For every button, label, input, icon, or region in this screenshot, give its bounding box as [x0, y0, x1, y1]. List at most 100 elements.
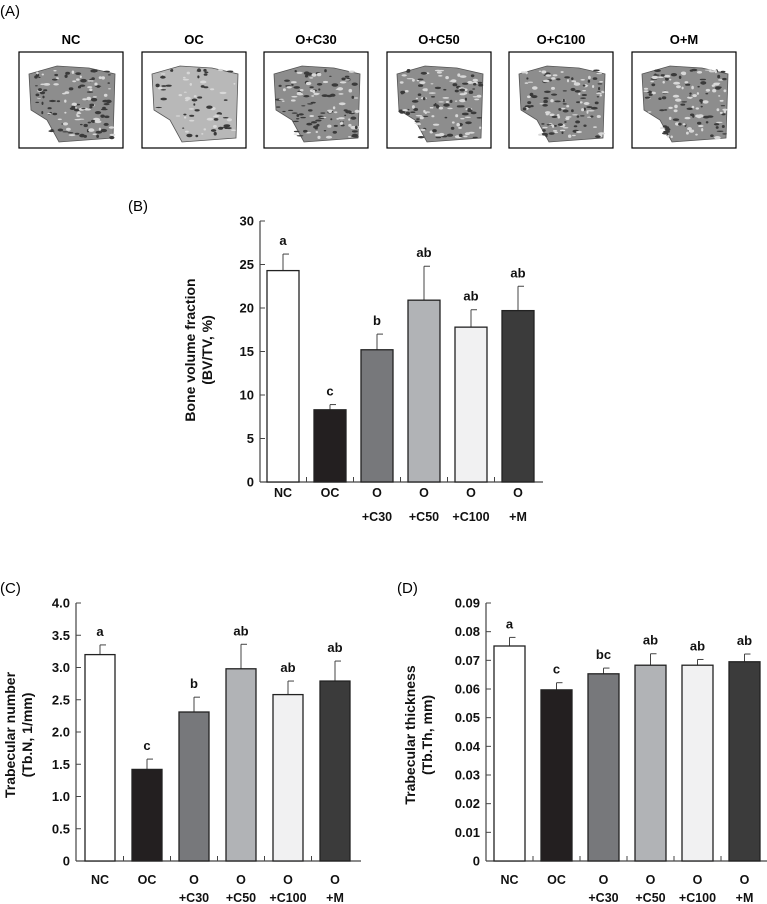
trabecula — [564, 121, 567, 123]
trabecula — [476, 117, 482, 119]
trabecula — [276, 106, 281, 108]
trabecula — [76, 78, 80, 81]
trabecula — [68, 134, 76, 137]
trabecula — [598, 132, 605, 135]
trabecula — [681, 101, 688, 103]
trabecula — [690, 113, 695, 117]
trabecula — [351, 130, 358, 133]
trabecula — [575, 120, 581, 124]
significance-label: bc — [596, 647, 611, 662]
trabecula — [432, 129, 437, 133]
trabecula — [95, 69, 98, 72]
trabecula — [564, 76, 570, 79]
significance-label: a — [506, 616, 514, 631]
group-title: OC — [184, 32, 204, 47]
trabecula — [662, 125, 668, 128]
trabecula — [723, 109, 727, 114]
trabecula — [402, 109, 408, 112]
y-tick-label: 5 — [247, 431, 254, 446]
trabecula — [562, 103, 567, 105]
trabecula — [292, 120, 299, 123]
trabecula — [520, 71, 526, 74]
trabecula — [197, 75, 200, 79]
trabecula — [96, 134, 99, 138]
trabecula — [568, 134, 572, 138]
x-tick-label-line2: +C100 — [452, 510, 489, 524]
trabecula — [35, 93, 40, 97]
trabecula — [351, 133, 358, 137]
bar — [360, 349, 394, 483]
trabecula — [532, 86, 538, 90]
trabecula — [338, 117, 345, 120]
trabecula — [87, 121, 92, 124]
trabecula — [311, 95, 315, 97]
trabecula — [658, 97, 662, 100]
trabecula — [171, 69, 174, 72]
x-tick-label-line2: +C30 — [362, 510, 392, 524]
trabecula — [293, 133, 298, 135]
trabecula — [451, 121, 455, 124]
trabecula — [454, 89, 459, 93]
trabecula — [678, 75, 682, 80]
trabecula — [695, 133, 698, 136]
trabecula — [51, 78, 58, 81]
trabecula — [311, 73, 317, 77]
bar — [319, 680, 351, 862]
trabecula — [56, 100, 61, 103]
trabecula — [35, 101, 40, 104]
trabecula — [596, 92, 602, 95]
trabecula — [596, 96, 600, 98]
trabecula — [416, 118, 420, 120]
trabecula — [189, 114, 195, 117]
trabecula — [296, 71, 303, 74]
trabecula — [443, 88, 447, 91]
y-tick-label: 20 — [240, 301, 254, 316]
trabecula — [317, 135, 321, 139]
y-axis-title-line: Bone volume fraction — [182, 278, 198, 421]
trabecula — [697, 85, 700, 88]
trabecula — [582, 84, 586, 87]
trabecula — [461, 112, 469, 116]
trabecula — [670, 73, 678, 77]
bar — [407, 299, 441, 483]
trabecula — [468, 90, 474, 94]
trabecula — [184, 96, 191, 100]
trabecula — [213, 118, 219, 121]
trabecula — [193, 95, 197, 98]
trabecula — [721, 113, 726, 116]
y-tick-label: 15 — [240, 344, 254, 359]
trabecula — [38, 88, 42, 92]
trabecula — [186, 71, 190, 75]
trabecula — [353, 97, 359, 99]
trabecula — [571, 80, 576, 83]
trabecula — [545, 74, 552, 77]
trabecula — [539, 103, 544, 105]
trabecula — [340, 124, 345, 127]
trabecula — [718, 95, 721, 97]
trabecula — [411, 100, 419, 103]
trabecula — [308, 109, 313, 112]
trabecula — [344, 75, 350, 78]
bone-shape — [273, 65, 361, 143]
trabecula — [298, 113, 304, 116]
trabecula — [422, 88, 428, 92]
trabecula — [722, 77, 727, 81]
trabecula — [36, 71, 39, 75]
trabecula — [562, 98, 565, 103]
trabecula — [580, 97, 586, 99]
trabecula — [667, 134, 670, 138]
trabecula — [572, 114, 578, 116]
trabecula — [49, 99, 56, 103]
trabecula — [82, 98, 88, 101]
trabecula — [714, 136, 721, 140]
group-title: NC — [62, 32, 81, 47]
trabecula — [98, 127, 101, 131]
trabecula — [719, 99, 724, 102]
trabecula — [332, 130, 337, 134]
trabecula — [660, 74, 665, 77]
trabecula — [75, 72, 82, 75]
trabecula — [722, 108, 728, 111]
trabecula — [188, 108, 194, 110]
trabecula — [583, 107, 586, 111]
trabecula — [554, 100, 561, 103]
